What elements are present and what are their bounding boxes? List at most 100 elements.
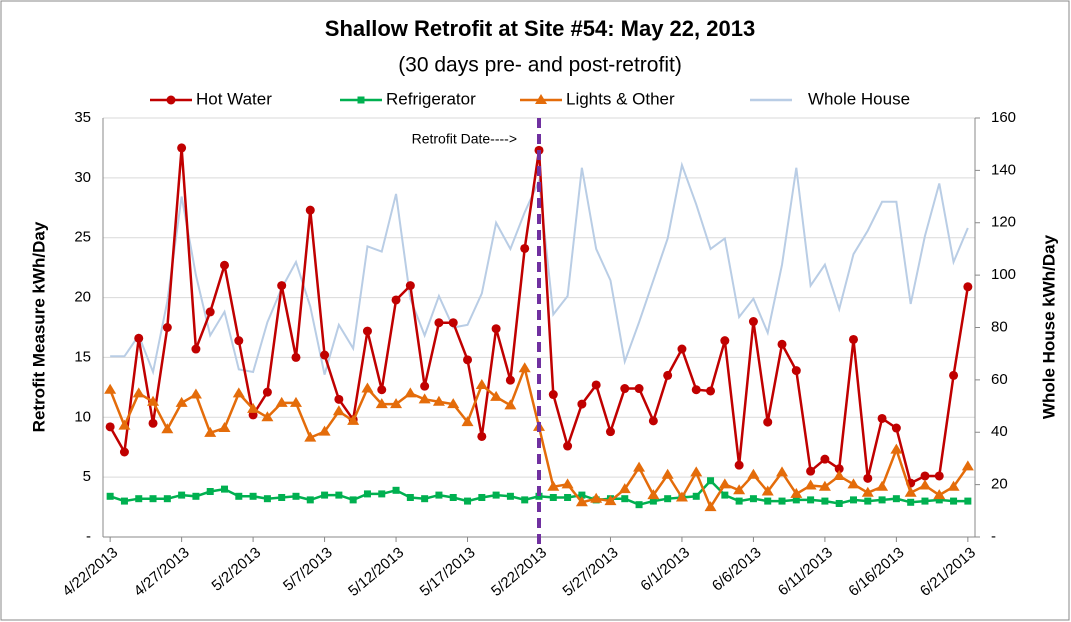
legend-label: Lights & Other <box>566 89 675 108</box>
point <box>578 491 586 499</box>
point <box>620 384 630 394</box>
point <box>106 492 114 500</box>
point <box>849 496 857 504</box>
y2-tick-label: 40 <box>991 423 1008 440</box>
point <box>120 497 128 505</box>
point <box>921 497 929 505</box>
y-tick-label: 20 <box>74 289 91 306</box>
point <box>205 307 215 317</box>
legend-label: Whole House <box>808 89 910 108</box>
point <box>406 493 414 501</box>
point <box>777 339 787 349</box>
legend-marker <box>357 96 365 104</box>
point <box>291 352 301 362</box>
point <box>261 411 274 422</box>
point <box>135 495 143 503</box>
point <box>647 489 660 500</box>
point <box>321 491 329 499</box>
point <box>392 486 400 494</box>
point <box>807 496 815 504</box>
point <box>934 471 944 481</box>
point <box>590 492 603 503</box>
point <box>104 383 117 394</box>
point <box>235 492 243 500</box>
point <box>304 431 317 442</box>
point <box>748 317 758 327</box>
point <box>664 495 672 503</box>
point <box>820 454 830 464</box>
point <box>735 497 743 505</box>
point <box>749 495 757 503</box>
point <box>776 466 789 477</box>
point <box>649 497 657 505</box>
point <box>892 495 900 503</box>
point <box>505 375 515 385</box>
point <box>790 487 803 498</box>
point <box>390 398 403 409</box>
point <box>204 426 217 437</box>
point <box>834 464 844 474</box>
point <box>191 344 201 354</box>
point <box>806 466 816 476</box>
point <box>675 491 688 502</box>
point <box>778 497 786 505</box>
point <box>621 495 629 503</box>
point <box>878 496 886 504</box>
y2-tick-label: - <box>991 528 996 545</box>
point <box>564 493 572 501</box>
point <box>920 471 930 481</box>
point <box>876 480 889 491</box>
point <box>763 417 773 427</box>
point <box>861 486 874 497</box>
point <box>335 491 343 499</box>
point <box>648 416 658 426</box>
point <box>377 385 387 395</box>
point <box>804 479 817 490</box>
point <box>961 460 974 471</box>
point <box>704 501 717 512</box>
point <box>247 402 260 413</box>
point <box>547 480 560 491</box>
y2-tick-label: 100 <box>991 266 1016 283</box>
point <box>149 495 157 503</box>
point <box>421 495 429 503</box>
point <box>918 479 931 490</box>
point <box>492 491 500 499</box>
point <box>563 441 573 451</box>
y2-axis-title: Whole House kWh/Day <box>1039 234 1058 419</box>
point <box>119 447 129 457</box>
point <box>733 484 746 495</box>
point <box>464 497 472 505</box>
point <box>448 318 458 328</box>
point <box>561 478 574 489</box>
point <box>262 387 272 397</box>
point <box>347 414 360 425</box>
y-tick-label: 10 <box>74 408 91 425</box>
point <box>634 384 644 394</box>
legend-label: Hot Water <box>196 89 272 108</box>
point <box>707 477 715 485</box>
point <box>520 243 530 253</box>
point <box>890 443 903 454</box>
point <box>791 366 801 376</box>
point <box>163 495 171 503</box>
point <box>663 370 673 380</box>
point <box>747 468 760 479</box>
point <box>904 486 917 497</box>
y-tick-label: 35 <box>74 109 91 126</box>
point <box>690 466 703 477</box>
point <box>491 324 501 334</box>
point <box>521 496 529 504</box>
point <box>220 260 230 270</box>
point <box>949 370 959 380</box>
point <box>821 497 829 505</box>
point <box>833 469 846 480</box>
point <box>105 422 115 432</box>
point <box>706 386 716 396</box>
point <box>463 355 473 365</box>
point <box>189 388 202 399</box>
point <box>692 492 700 500</box>
point <box>177 143 187 153</box>
point <box>447 398 460 409</box>
